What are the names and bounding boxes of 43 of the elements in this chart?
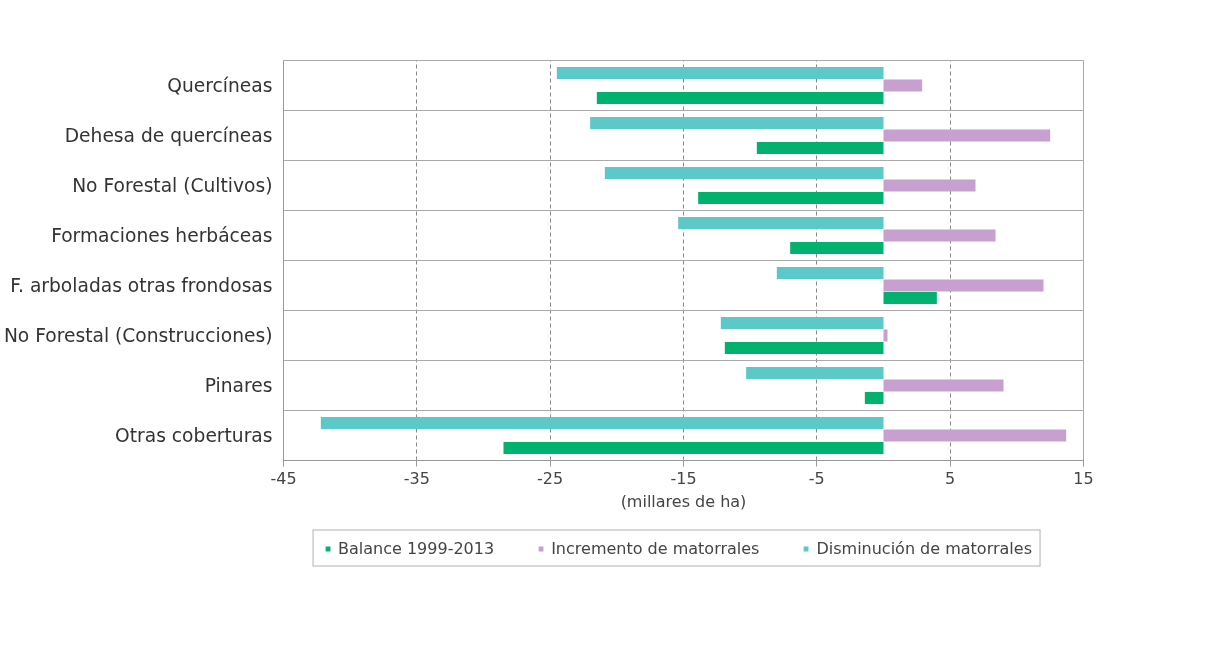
bar	[776, 267, 884, 279]
y-tick-label: Pinares	[204, 375, 273, 396]
bar	[720, 317, 884, 329]
x-tick-label: 5	[945, 468, 956, 488]
bar	[883, 292, 937, 304]
bar	[756, 142, 884, 154]
x-axis-title: (millares de ha)	[620, 491, 747, 511]
bar	[883, 429, 1067, 442]
bar	[503, 442, 884, 454]
bar	[724, 342, 884, 354]
bar	[556, 67, 884, 79]
bar	[790, 242, 884, 254]
x-tick-label: -15	[670, 468, 697, 488]
bar	[746, 367, 884, 379]
y-tick-label: Quercíneas	[167, 75, 273, 96]
bar	[883, 79, 923, 92]
bar	[604, 167, 884, 179]
legend-label: Disminución de matorrales	[816, 538, 1032, 558]
x-tick-label: -45	[270, 468, 297, 488]
bar	[883, 129, 1051, 142]
x-tick-label: 15	[1073, 468, 1094, 488]
legend-label: Balance 1999-2013	[338, 538, 495, 558]
bar	[590, 117, 884, 129]
bar	[678, 217, 884, 229]
bar	[883, 179, 976, 192]
y-tick-label: F. arboladas otras frondosas	[10, 275, 273, 296]
bar	[698, 192, 884, 204]
bar	[320, 417, 884, 429]
x-tick-label: -35	[403, 468, 430, 488]
y-tick-label: Formaciones herbáceas	[51, 225, 273, 246]
y-tick-label: Otras coberturas	[115, 425, 273, 446]
y-tick-label: No Forestal (Cultivos)	[72, 175, 273, 196]
x-tick-label: -25	[537, 468, 564, 488]
bar	[883, 279, 1044, 292]
bar	[883, 229, 996, 242]
bar	[883, 329, 888, 342]
legend-label: Incremento de matorrales	[551, 538, 760, 558]
y-tick-label: Dehesa de quercíneas	[64, 125, 273, 146]
bar	[883, 379, 1004, 392]
x-tick-label: -5	[808, 468, 825, 488]
bar	[596, 92, 884, 104]
bar	[864, 392, 884, 404]
y-tick-label: No Forestal (Construcciones)	[3, 325, 273, 346]
